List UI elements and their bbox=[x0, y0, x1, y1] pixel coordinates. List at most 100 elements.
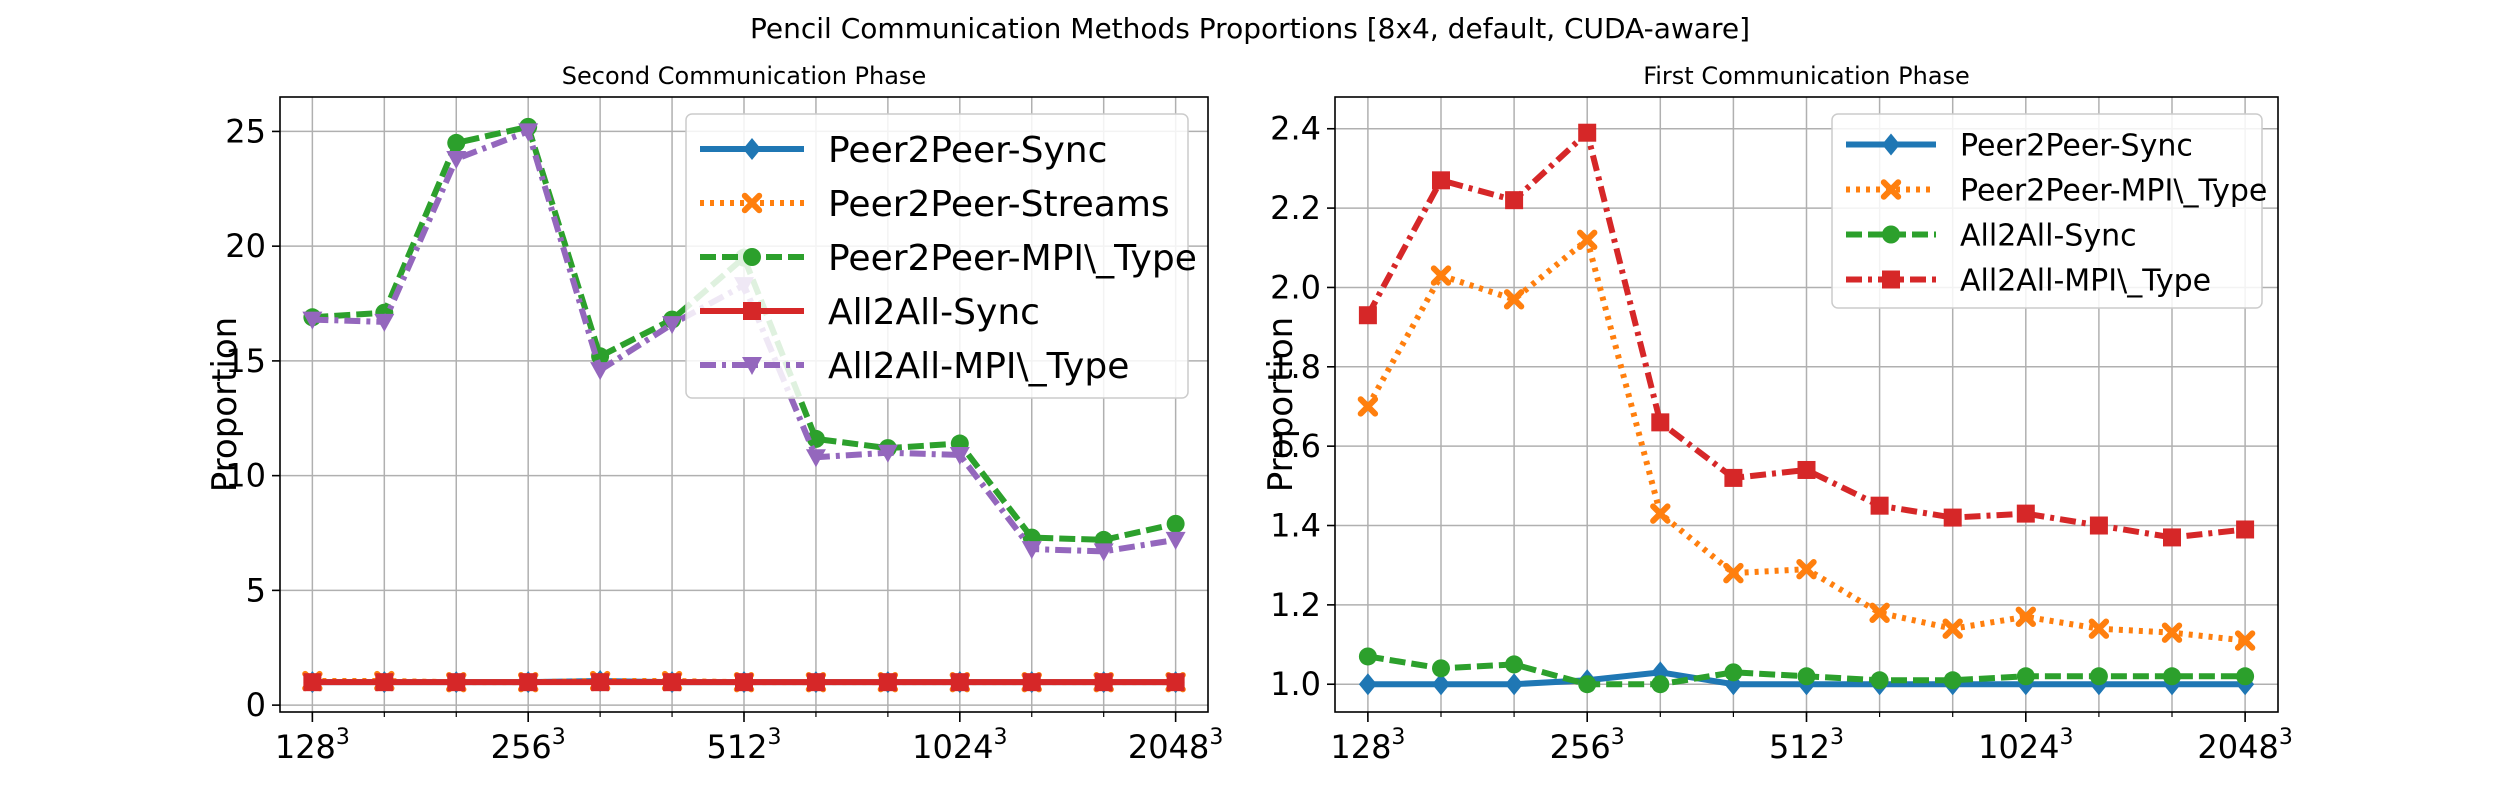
data-point bbox=[2236, 667, 2255, 686]
data-point bbox=[1358, 306, 1377, 325]
legend-marker bbox=[1882, 270, 1900, 289]
data-point bbox=[1577, 229, 1598, 251]
data-point bbox=[1093, 543, 1114, 562]
data-point bbox=[1578, 123, 1597, 142]
y-tick-label: 2.4 bbox=[1270, 110, 1321, 148]
data-point bbox=[302, 311, 323, 330]
data-point bbox=[2234, 630, 2256, 651]
data-point bbox=[2161, 622, 2183, 643]
y-tick-label: 0 bbox=[246, 686, 266, 724]
data-point bbox=[2015, 606, 2036, 627]
legend-marker bbox=[742, 357, 762, 375]
legend: Peer2Peer-Sync Peer2Peer-Streams Peer2Peer… bbox=[685, 113, 1197, 399]
data-point bbox=[1651, 413, 1670, 432]
x-tick-label: 5123 bbox=[706, 725, 781, 766]
data-point bbox=[2163, 667, 2182, 686]
data-point bbox=[1166, 673, 1185, 692]
legend-box bbox=[1831, 113, 2263, 309]
data-point bbox=[375, 673, 394, 692]
data-point bbox=[1505, 673, 1524, 696]
data-point bbox=[374, 313, 395, 332]
legend-label: All2All-MPI\_Type bbox=[1960, 263, 2211, 298]
y-tick-label: 5 bbox=[246, 571, 266, 609]
data-point bbox=[1358, 647, 1377, 666]
x-tick-label: 20483 bbox=[2197, 725, 2292, 766]
data-point bbox=[877, 444, 898, 463]
x-tick-label: 10243 bbox=[1978, 725, 2073, 766]
data-point bbox=[2088, 618, 2110, 639]
legend-label: All2All-MPI\_Type bbox=[828, 346, 1129, 387]
data-point bbox=[1431, 673, 1450, 696]
data-point bbox=[806, 429, 825, 448]
data-point bbox=[1358, 673, 1377, 696]
y-tick-label: 2.0 bbox=[1270, 268, 1321, 306]
data-point bbox=[1021, 541, 1042, 560]
data-point bbox=[518, 123, 539, 142]
data-point bbox=[1943, 508, 1962, 527]
data-point bbox=[1724, 663, 1743, 682]
x-tick-label: 20483 bbox=[1128, 725, 1223, 766]
x-tick-label: 10243 bbox=[912, 725, 1007, 766]
x-tick-label: 2563 bbox=[491, 725, 566, 766]
data-point bbox=[1094, 673, 1113, 692]
legend: Peer2Peer-Sync Peer2Peer-MPI\_Type All2All… bbox=[1831, 113, 2267, 309]
y-tick-label: 1.0 bbox=[1270, 665, 1321, 703]
y-tick-label: 1.4 bbox=[1270, 507, 1321, 545]
legend-marker bbox=[743, 302, 761, 320]
legend-marker bbox=[1882, 225, 1900, 244]
data-point bbox=[446, 150, 467, 169]
data-point bbox=[949, 446, 970, 465]
legend-label: Peer2Peer-Sync bbox=[828, 130, 1107, 171]
data-point bbox=[735, 673, 753, 692]
data-point bbox=[1357, 396, 1379, 417]
series-2 bbox=[1357, 229, 2256, 651]
x-tick-label: 1283 bbox=[275, 725, 350, 766]
legend-marker bbox=[1880, 179, 1902, 200]
data-point bbox=[519, 673, 538, 692]
data-point bbox=[2236, 520, 2255, 539]
data-point bbox=[1797, 460, 1816, 479]
data-point bbox=[1505, 655, 1524, 674]
legend-box bbox=[685, 113, 1189, 399]
data-point bbox=[1724, 468, 1743, 487]
data-point bbox=[303, 673, 322, 692]
data-point bbox=[806, 673, 825, 692]
data-point bbox=[1869, 602, 1890, 624]
data-point bbox=[1651, 675, 1670, 694]
data-point bbox=[1942, 618, 1963, 639]
x-tick-label: 2563 bbox=[1550, 725, 1625, 766]
data-point bbox=[1723, 562, 1744, 584]
data-point bbox=[1578, 675, 1597, 694]
data-point bbox=[1505, 191, 1524, 210]
data-point bbox=[1430, 265, 1452, 286]
data-point bbox=[1165, 531, 1186, 550]
data-point bbox=[950, 673, 969, 692]
data-point bbox=[591, 673, 610, 692]
chart-panel-1: 0 5 10 15 20 25 1283 2563 5123 10243 20483 Second C… bbox=[205, 62, 1223, 766]
legend-marker bbox=[743, 248, 761, 266]
chart-panel-2: 1.0 1.2 1.4 1.6 1.8 2.0 2.2 2.4 1283 2563 5123 1024… bbox=[1261, 62, 2293, 766]
data-point bbox=[1796, 558, 1817, 580]
y-axis-label: Proportion bbox=[1261, 317, 1301, 492]
data-point bbox=[1503, 289, 1525, 310]
data-point bbox=[1022, 673, 1041, 692]
legend-label: Peer2Peer-Streams bbox=[828, 184, 1170, 225]
data-point bbox=[663, 673, 682, 692]
y-tick-label: 25 bbox=[225, 112, 266, 150]
data-point bbox=[2089, 667, 2108, 686]
data-point bbox=[662, 316, 683, 335]
data-point bbox=[1943, 671, 1962, 690]
chart-title: First Communication Phase bbox=[1643, 62, 1970, 90]
data-point bbox=[2163, 528, 2182, 547]
data-point bbox=[447, 673, 466, 692]
y-tick-label: 1.6 bbox=[1270, 427, 1321, 465]
y-tick-label: 15 bbox=[225, 342, 266, 380]
x-tick-label: 5123 bbox=[1769, 725, 1844, 766]
data-point bbox=[447, 133, 466, 152]
legend-label: All2All-Sync bbox=[1960, 218, 2137, 253]
legend-label: Peer2Peer-MPI\_Type bbox=[1960, 173, 2267, 208]
legend-marker bbox=[741, 192, 763, 214]
data-point bbox=[1870, 496, 1889, 515]
